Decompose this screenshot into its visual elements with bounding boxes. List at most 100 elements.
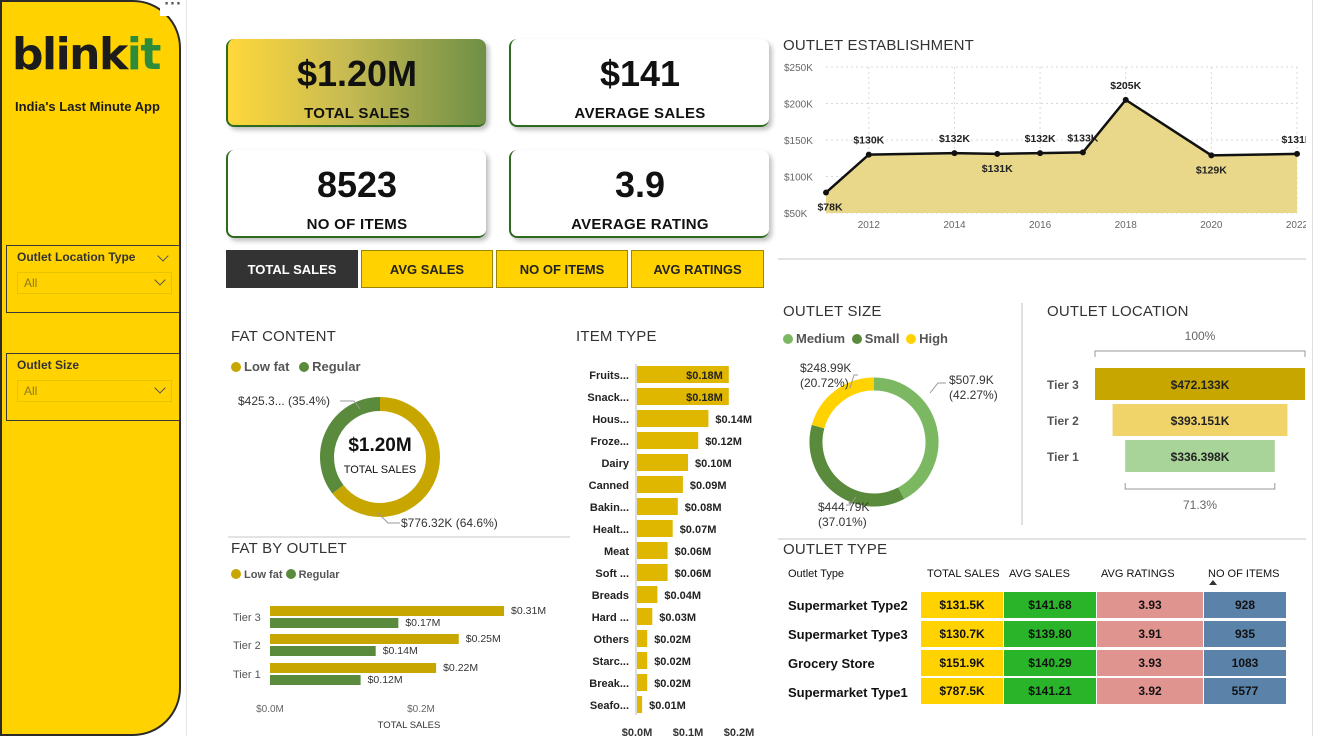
column-header[interactable]: Outlet Type — [788, 568, 845, 580]
column-header[interactable]: AVG SALES — [1009, 568, 1070, 580]
category-label: Healt... — [593, 524, 629, 536]
funnel-bar — [1125, 440, 1275, 472]
chevron-down-icon[interactable] — [157, 250, 169, 262]
donut-slice — [811, 377, 875, 429]
avg-ratings-button[interactable]: AVG RATINGS — [631, 250, 764, 288]
data-point — [1079, 149, 1086, 156]
outlet-size-legend: Medium Small High — [783, 331, 948, 346]
bar — [637, 608, 653, 625]
bottom-percent-label: 71.3% — [1183, 498, 1217, 512]
outlet-location-dropdown[interactable]: All — [17, 272, 172, 294]
kpi-average-rating: 3.9 AVERAGE RATING — [509, 150, 769, 238]
slice-label: $248.99K — [800, 361, 851, 375]
column-header[interactable]: TOTAL SALES — [927, 568, 1000, 580]
kpi-value: $141 — [599, 53, 681, 94]
data-label: $0.03M — [659, 612, 696, 624]
kpi-value: 3.9 — [614, 164, 666, 205]
data-label: $131K — [1282, 134, 1306, 146]
bar — [270, 606, 505, 616]
legend-dot-icon — [285, 569, 296, 579]
bar — [637, 366, 729, 383]
data-label: $129K — [1196, 164, 1227, 176]
data-point — [1037, 150, 1044, 157]
category-label: Snack... — [587, 392, 629, 404]
x-tick-label: 2022 — [1286, 220, 1306, 231]
category-label: Tier 3 — [1047, 378, 1079, 392]
kpi-total-sales: $1.20M TOTAL SALES — [226, 39, 486, 127]
category-label: Tier 2 — [1047, 414, 1079, 428]
more-options-icon[interactable]: ··· — [160, 0, 186, 16]
data-label: $393.151K — [1171, 414, 1230, 428]
table-cell: $140.29 — [1004, 650, 1096, 676]
table-cell: $130.7K — [921, 621, 1003, 647]
column-header[interactable]: AVG RATINGS — [1101, 568, 1175, 580]
data-label: $0.18M — [686, 392, 723, 404]
outlet-location-title: OUTLET LOCATION — [1047, 303, 1189, 320]
bar — [637, 586, 658, 603]
outlet-establishment-chart: $250K $200K $150K $100K $50K 2012 2014 2016 2018… — [784, 63, 1306, 231]
item-type-title: ITEM TYPE — [576, 328, 657, 345]
y-tick-label: $100K — [784, 173, 813, 184]
sort-arrow-icon[interactable] — [1209, 580, 1217, 585]
area-fill — [826, 99, 1297, 213]
column-header[interactable]: NO OF ITEMS — [1208, 568, 1280, 580]
bar — [270, 646, 376, 656]
data-point — [994, 150, 1001, 157]
item-type-chart: Fruits... $0.18M Snack... $0.18M Hous... $0.1… — [587, 364, 754, 736]
outlet-establishment-title: OUTLET ESTABLISHMENT — [783, 37, 974, 54]
fat-by-outlet-chart: Tier 3 $0.31M $0.17M Tier 2 $0.25M $0.14M Tier… — [233, 605, 546, 731]
bar — [637, 520, 673, 537]
data-label: $132K — [939, 133, 970, 145]
x-tick-label: $0.2M — [407, 704, 435, 715]
outlet-size-slicer: Outlet Size All — [6, 353, 180, 421]
legend-dot-icon — [231, 362, 241, 372]
total-sales-button[interactable]: TOTAL SALES — [226, 250, 358, 288]
divider — [228, 536, 570, 538]
category-label: Tier 2 — [233, 640, 261, 652]
data-point — [1208, 152, 1215, 159]
category-label: Tier 1 — [1047, 450, 1079, 464]
bar — [270, 663, 437, 673]
table-cell: 3.92 — [1097, 678, 1203, 704]
fat-content-legend: Low fat Regular — [231, 359, 361, 374]
kpi-value: $1.20M — [296, 53, 418, 94]
y-tick-label: $150K — [784, 136, 813, 147]
x-tick-label: 2018 — [1115, 220, 1138, 231]
no-of-items-button[interactable]: NO OF ITEMS — [496, 250, 628, 288]
kpi-label: TOTAL SALES — [304, 105, 410, 122]
bar — [637, 630, 648, 647]
outlet-size-dropdown[interactable]: All — [17, 380, 172, 402]
divider — [778, 258, 1306, 260]
slice-label: $507.9K — [949, 373, 994, 387]
category-label: Canned — [589, 480, 629, 492]
slice-label: $444.79K — [818, 500, 869, 514]
legend-dot-icon — [231, 569, 241, 579]
slice-label: (20.72%) — [800, 376, 849, 390]
x-tick-label: $0.0M — [256, 704, 284, 715]
category-label: Seafo... — [590, 700, 629, 712]
table-cell: $787.5K — [921, 678, 1003, 704]
bar — [637, 454, 688, 471]
top-percent-label: 100% — [1185, 329, 1216, 343]
avg-sales-button[interactable]: AVG SALES — [361, 250, 493, 288]
fat-content-donut: $1.20M TOTAL SALES $776.32K (64.6%) $425.3.… — [238, 394, 498, 530]
data-label: $0.12M — [705, 436, 742, 448]
category-label: Hard ... — [592, 612, 629, 624]
table-cell: 3.91 — [1097, 621, 1203, 647]
leader-line — [377, 512, 400, 524]
data-label: $130K — [853, 135, 884, 147]
data-label: $131K — [982, 163, 1013, 175]
kpi-label: AVERAGE SALES — [574, 105, 706, 122]
data-label: $0.14M — [715, 414, 752, 426]
bar — [637, 388, 729, 405]
kpi-average-sales: $141 AVERAGE SALES — [509, 39, 769, 127]
category-label: Break... — [589, 678, 629, 690]
data-label: $133K — [1067, 132, 1098, 144]
data-label: $472.133K — [1171, 378, 1230, 392]
fat-by-outlet-title: FAT BY OUTLET — [231, 540, 347, 557]
slice-label: (37.01%) — [818, 515, 867, 529]
funnel-bar — [1112, 404, 1288, 436]
data-label: $0.02M — [654, 634, 691, 646]
funnel-bar — [1095, 368, 1305, 400]
outlet-type-title: OUTLET TYPE — [783, 541, 888, 558]
